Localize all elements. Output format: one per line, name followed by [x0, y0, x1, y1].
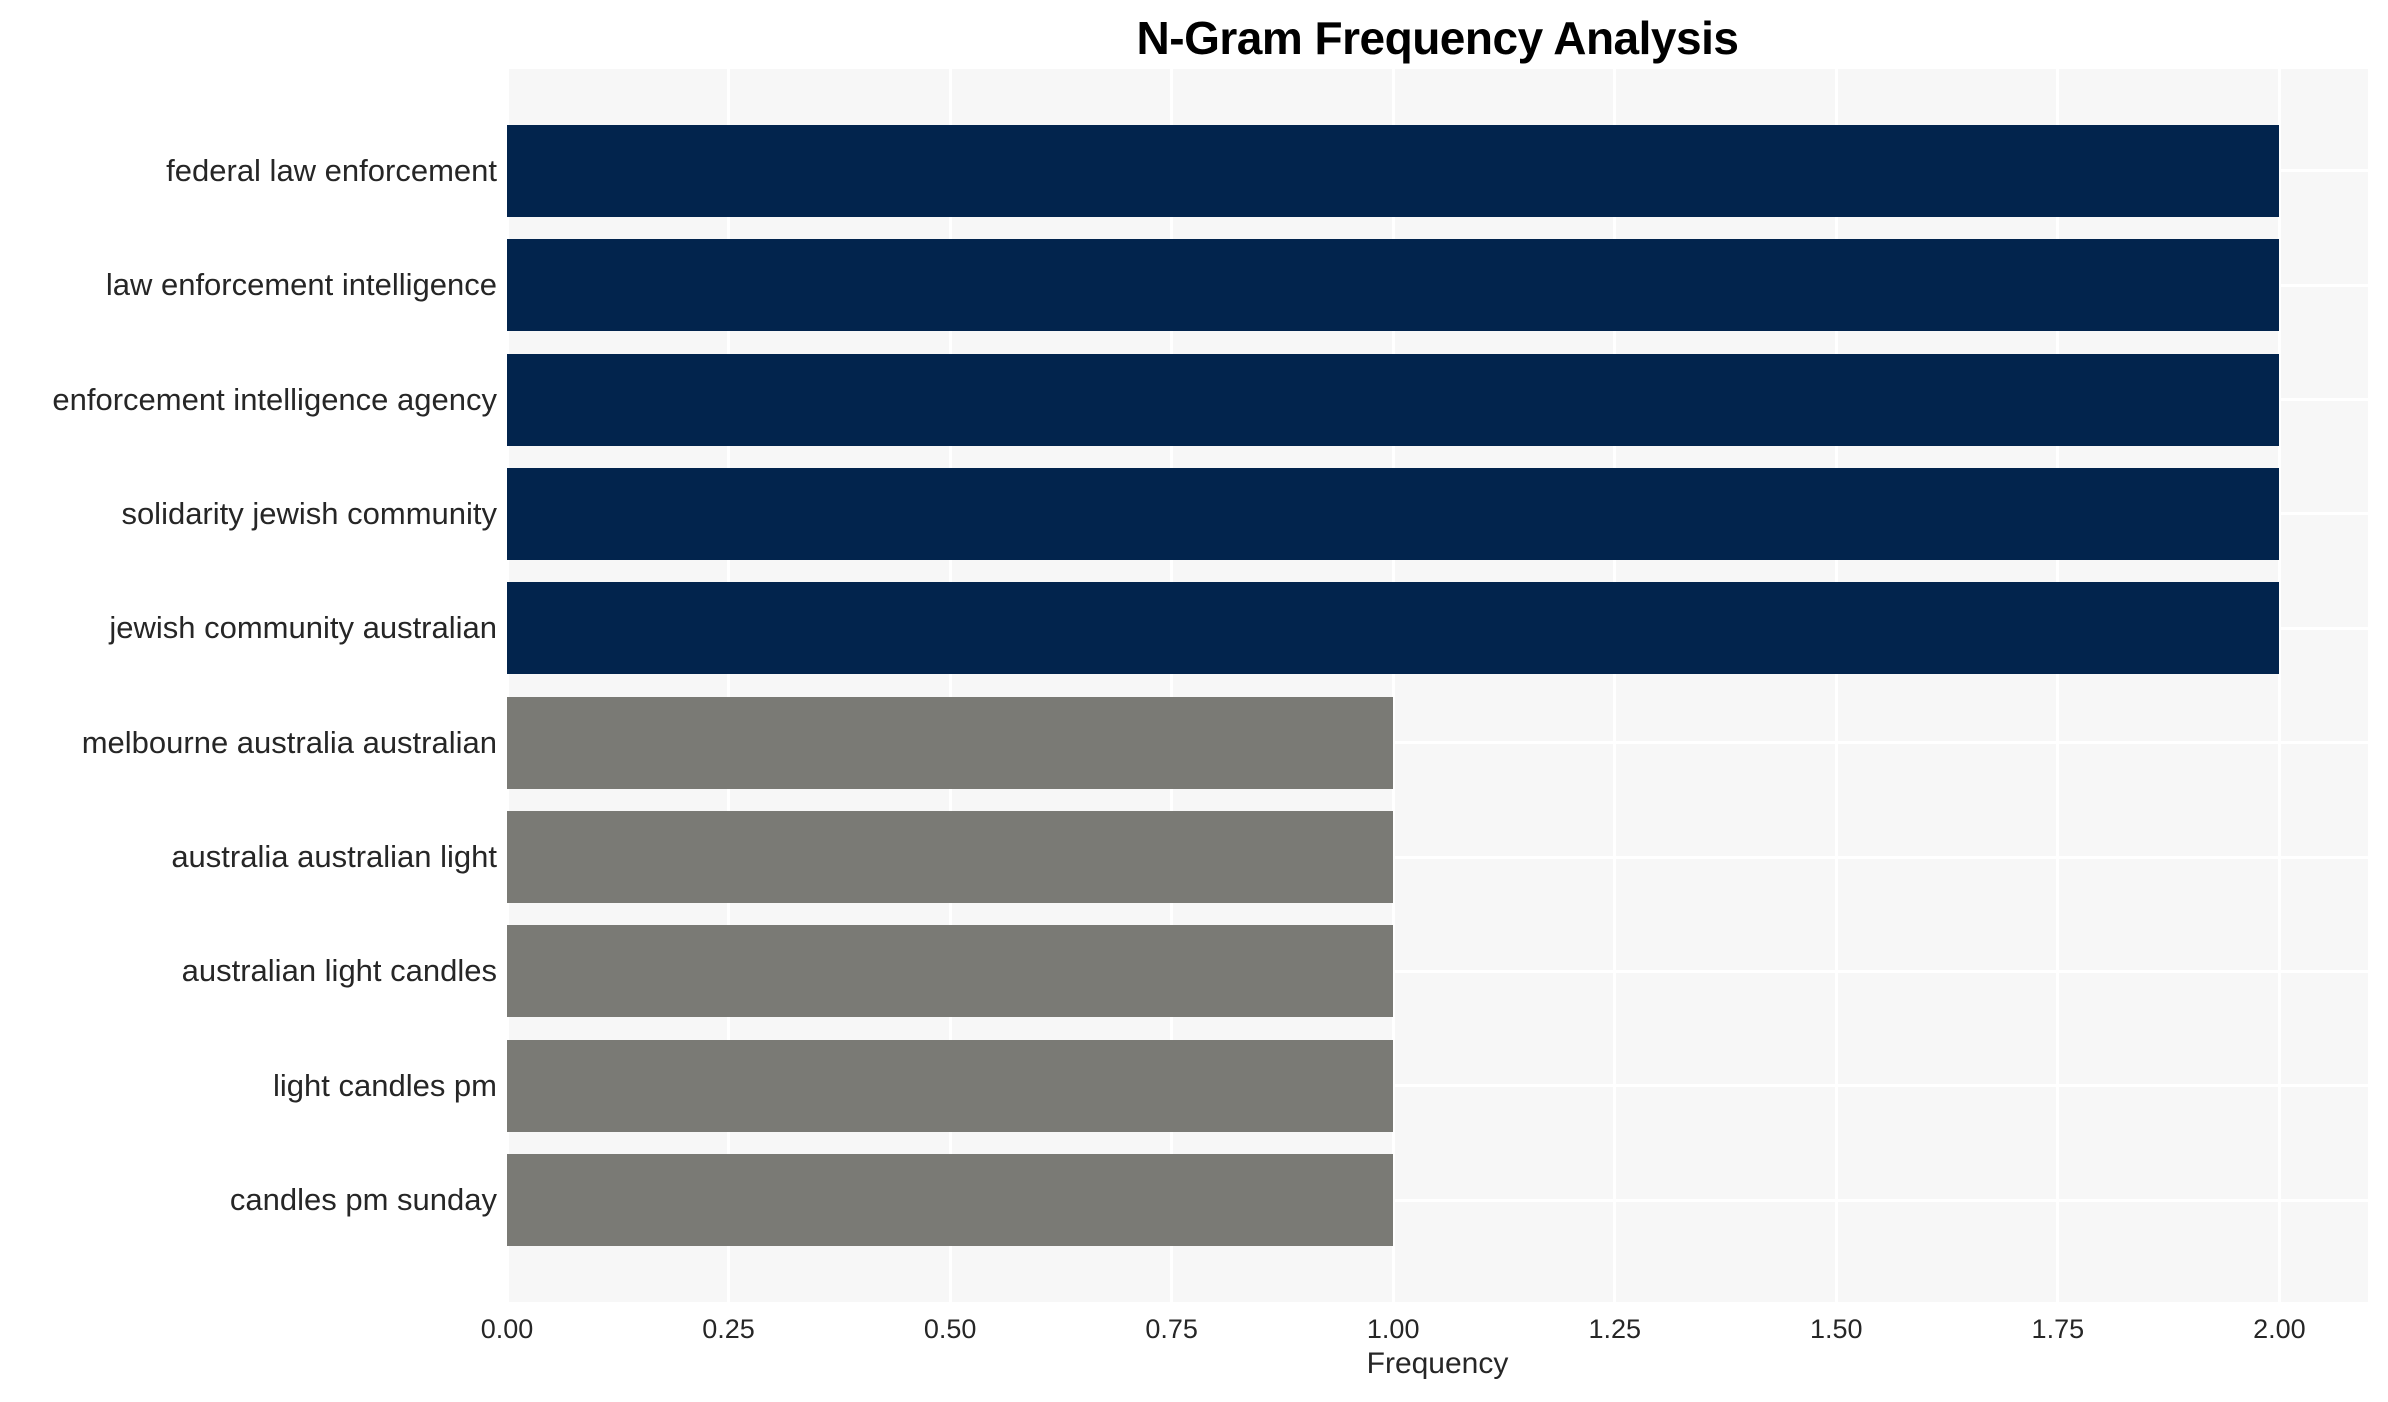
y-tick-label: australian light candles — [181, 953, 497, 989]
bar — [507, 811, 1394, 904]
x-tick-label: 1.75 — [2031, 1314, 2085, 1344]
bar — [507, 1154, 1394, 1247]
y-tick-label: solidarity jewish community — [121, 495, 497, 531]
y-tick-label: federal law enforcement — [166, 152, 497, 188]
x-tick-label: 0.25 — [702, 1314, 755, 1344]
gridline-vertical — [505, 69, 509, 1302]
x-tick-label: 0.50 — [923, 1314, 977, 1344]
x-tick-label: 1.00 — [1366, 1314, 1420, 1344]
bar — [507, 239, 2280, 332]
bar — [507, 467, 2280, 560]
chart-title: N-Gram Frequency Analysis — [1136, 12, 1739, 64]
bar — [507, 925, 1394, 1018]
gridline-vertical — [1170, 69, 1174, 1302]
x-tick-label: 0.00 — [480, 1314, 534, 1344]
bar — [507, 696, 1394, 789]
gridline-horizontal — [507, 741, 2368, 745]
gridline-vertical — [2277, 69, 2281, 1302]
y-tick-label: melbourne australia australian — [81, 724, 497, 760]
gridline-horizontal — [507, 969, 2368, 973]
y-tick-label: jewish community australian — [109, 610, 497, 646]
bar — [507, 582, 2280, 675]
gridline-vertical — [727, 69, 731, 1302]
bar — [507, 124, 2280, 217]
x-tick-label: 2.00 — [2253, 1314, 2306, 1344]
y-tick-label: australia australian light — [171, 839, 497, 875]
gridline-horizontal — [507, 1198, 2368, 1202]
gridline-vertical — [1391, 69, 1395, 1302]
bar — [507, 353, 2280, 446]
gridline-vertical — [1613, 69, 1617, 1302]
gridline-horizontal — [507, 855, 2368, 859]
y-tick-label: law enforcement intelligence — [105, 267, 497, 303]
gridline-vertical — [2056, 69, 2060, 1302]
gridline-horizontal — [507, 1084, 2368, 1088]
gridline-vertical — [1834, 69, 1838, 1302]
x-tick-label: 0.75 — [1145, 1314, 1198, 1344]
y-tick-label: light candles pm — [272, 1067, 497, 1103]
x-axis-title: Frequency — [1366, 1347, 1509, 1380]
bar — [507, 1039, 1394, 1132]
y-tick-label: candles pm sunday — [229, 1182, 497, 1218]
x-tick-label: 1.25 — [1588, 1314, 1642, 1344]
y-tick-label: enforcement intelligence agency — [52, 381, 497, 417]
x-tick-label: 1.50 — [1810, 1314, 1863, 1344]
gridline-vertical — [948, 69, 952, 1302]
plot-area — [505, 69, 2368, 1302]
